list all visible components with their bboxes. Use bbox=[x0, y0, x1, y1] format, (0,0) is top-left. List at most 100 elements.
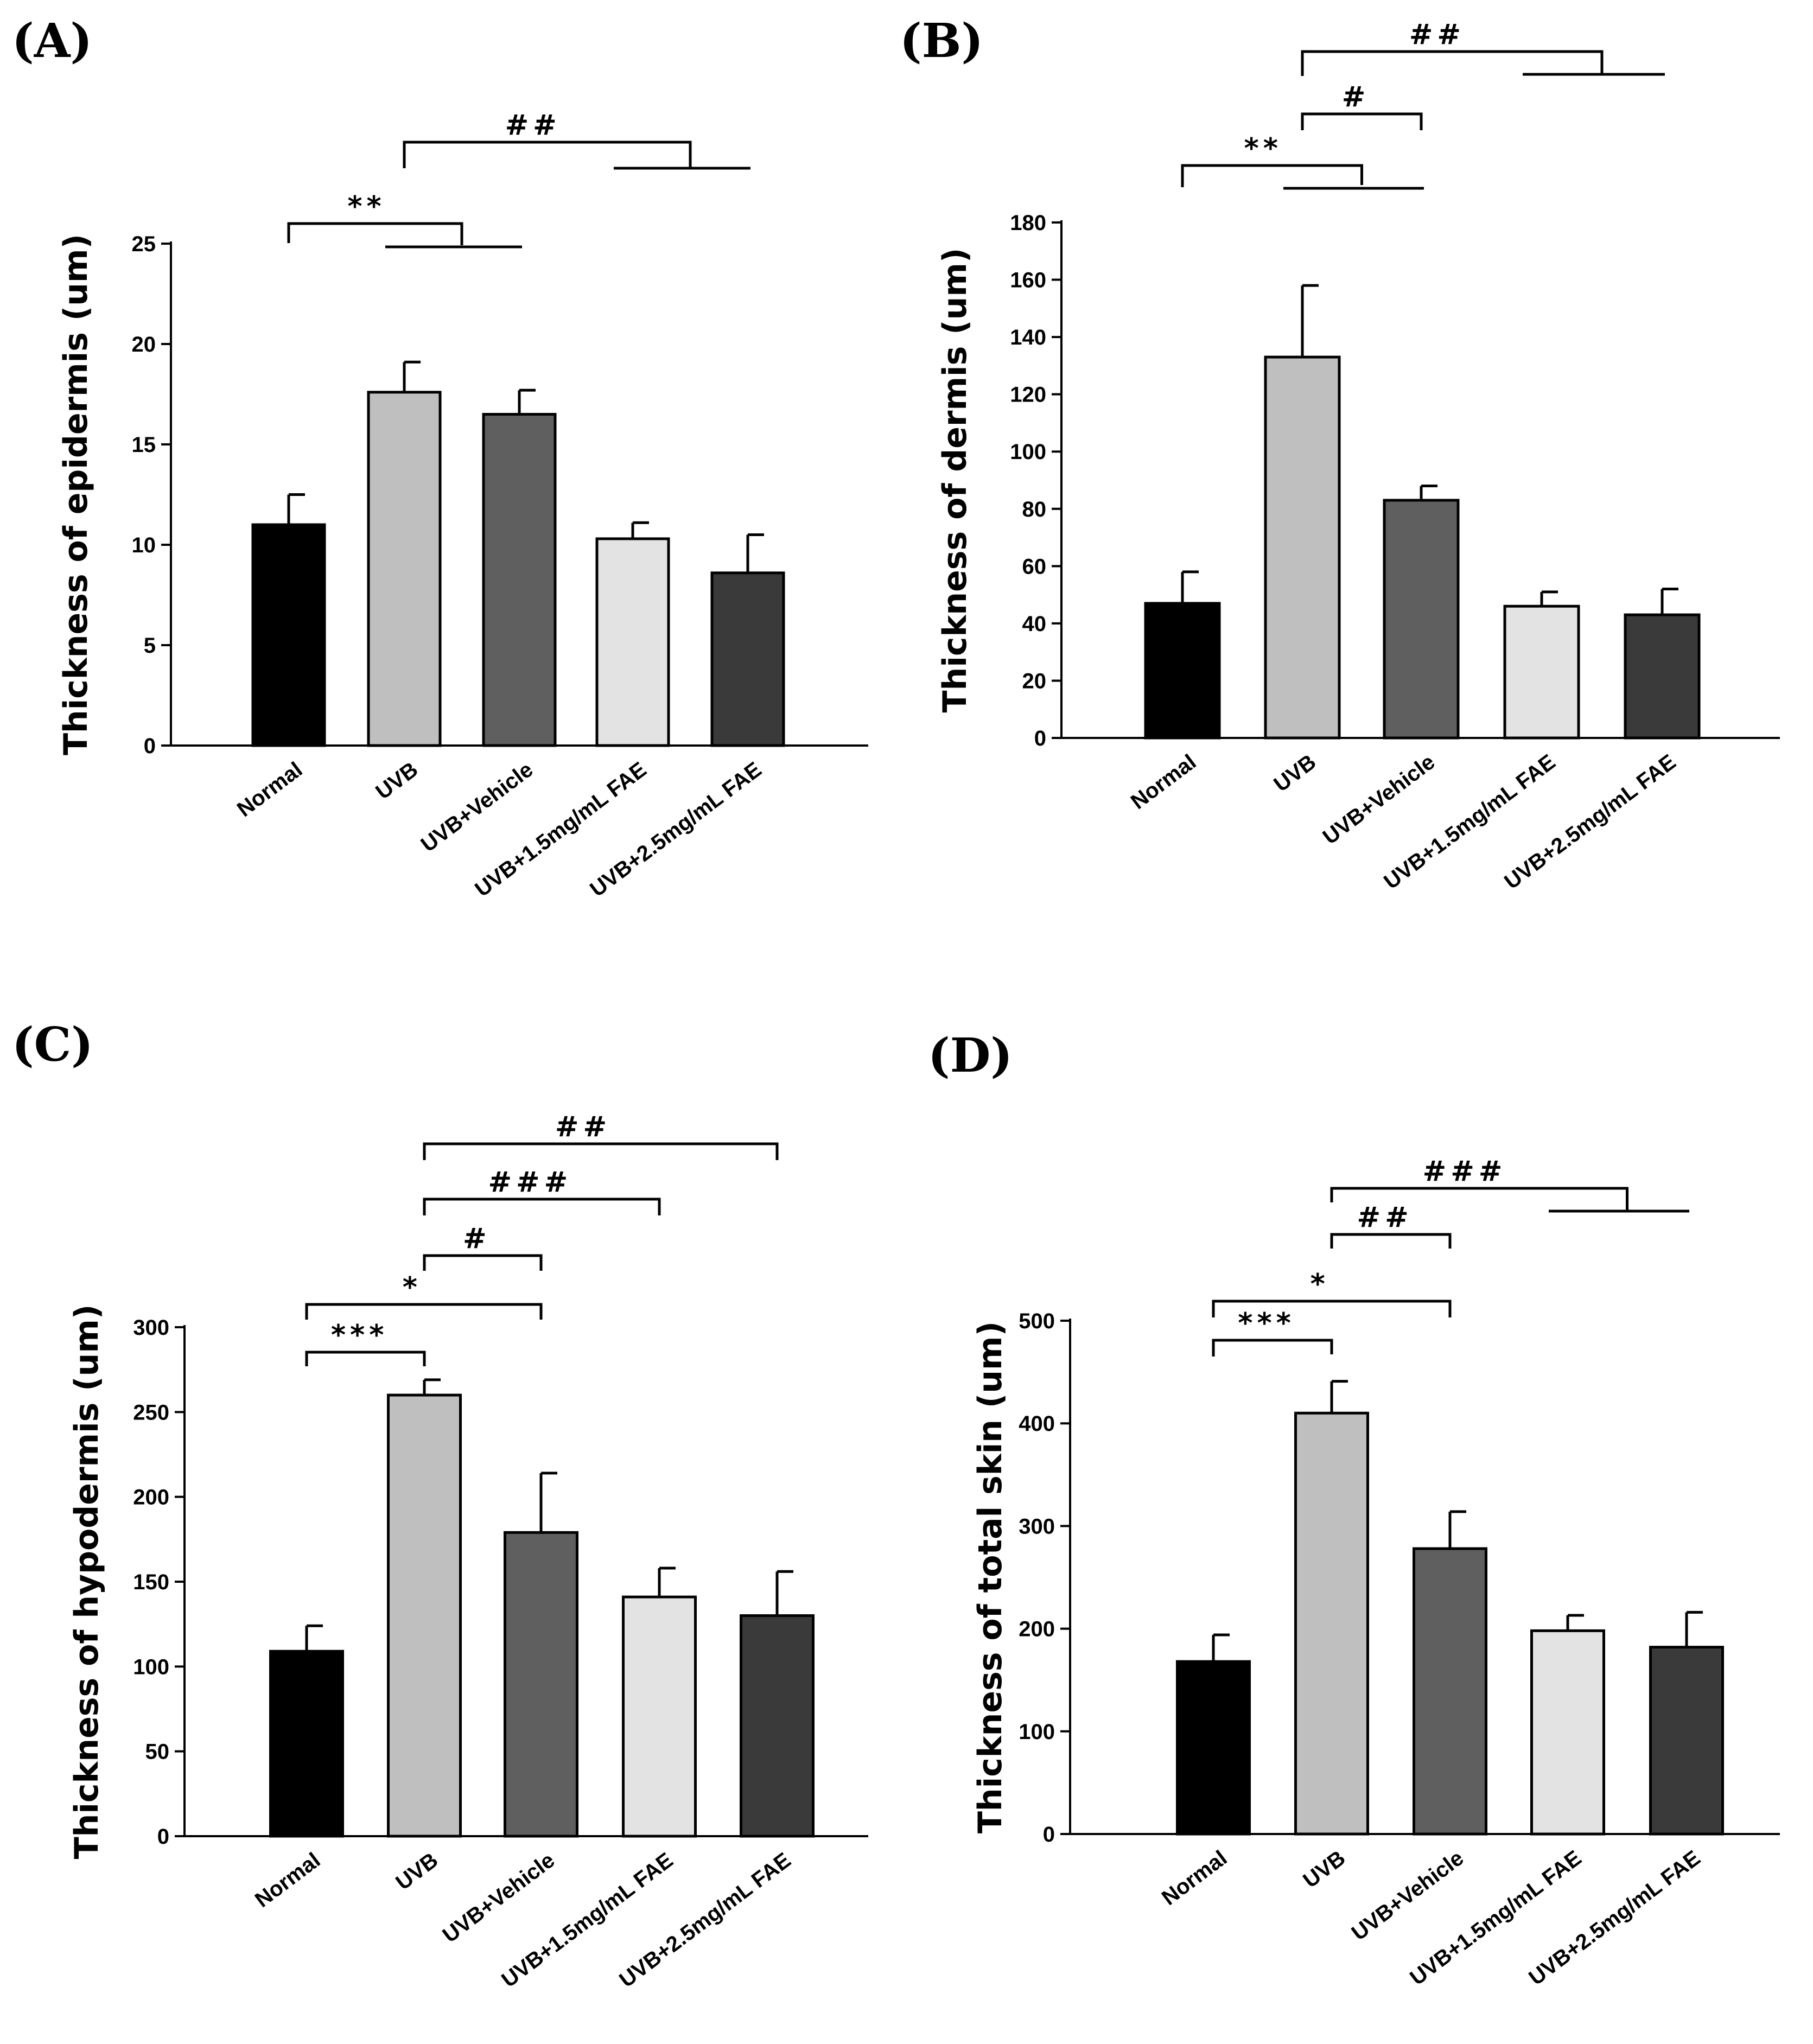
panel-a-y-axis-title: Thickness of epidermis (um) bbox=[57, 234, 95, 755]
panel-c-ytick-label: 150 bbox=[133, 1570, 169, 1594]
panel-c-significance-bracket: * bbox=[305, 1271, 543, 1320]
panel-d-bracket-line bbox=[1212, 1300, 1452, 1317]
panel-d-bracket-line bbox=[1330, 1233, 1452, 1249]
panel-c-bar-uvb-2-5mg-ml-fae bbox=[740, 1614, 815, 1838]
panel-d-ytick-label: 500 bbox=[1019, 1309, 1055, 1333]
panel-c-significance-bracket: # bbox=[423, 1222, 543, 1271]
panel-c-significance-label: ### bbox=[488, 1166, 572, 1199]
panel-c-significance-label: * bbox=[403, 1271, 422, 1304]
panel-a-ytick-label: 25 bbox=[132, 232, 156, 256]
panel-c-bar-uvb-vehicle bbox=[504, 1531, 578, 1838]
panel-b-bar-uvb bbox=[1264, 355, 1341, 740]
panel-c-significance-label: *** bbox=[331, 1319, 389, 1352]
panel-b-category-label: UVB+Vehicle bbox=[1319, 750, 1440, 849]
panel-b-bar-uvb-2-5mg-ml-fae bbox=[1624, 613, 1701, 740]
panel-c-significance-bracket: *** bbox=[305, 1319, 426, 1366]
panel-c-bar-normal bbox=[269, 1650, 344, 1838]
panel-d-significance-bracket: ### bbox=[1330, 1155, 1689, 1213]
panel-a-bar-uvb-2-5mg-ml-fae bbox=[710, 571, 785, 747]
panel-b-ytick-label: 20 bbox=[1022, 669, 1047, 693]
panel-b-category-label: Normal bbox=[1127, 750, 1201, 814]
panel-d-category-label: Normal bbox=[1157, 1846, 1232, 1910]
panel-c-chart: (C) 0 50 100 150 200 250 300 Thickness of hypode… bbox=[12, 1017, 868, 1992]
panel-b-ytick-label: 180 bbox=[1010, 211, 1046, 235]
panel-b-ytick-label: 0 bbox=[1034, 727, 1046, 750]
panel-c-category-label: UVB+Vehicle bbox=[438, 1848, 559, 1947]
panel-d-significance-label: ### bbox=[1423, 1155, 1507, 1188]
panel-d-ytick-label: 0 bbox=[1043, 1823, 1055, 1846]
panel-b-ytick-label: 120 bbox=[1010, 383, 1046, 407]
panel-b-ytick-label: 100 bbox=[1010, 440, 1046, 464]
panel-c-label: (C) bbox=[12, 1017, 93, 1072]
panel-d-significance-label: * bbox=[1311, 1268, 1329, 1301]
panel-a-category-label: Normal bbox=[233, 757, 307, 822]
panel-a-bar-uvb bbox=[367, 391, 442, 747]
panel-b-ytick-label: 60 bbox=[1022, 555, 1047, 578]
panel-d-y-axis-title: Thickness of total skin (um) bbox=[971, 1321, 1009, 1833]
panel-d-ytick-label: 200 bbox=[1019, 1618, 1055, 1641]
panel-a-ytick-label: 10 bbox=[132, 533, 156, 557]
panel-b-bracket-line bbox=[1301, 112, 1423, 130]
panel-d-significance-bracket: * bbox=[1212, 1268, 1452, 1317]
panel-c-significance-bracket: ## bbox=[423, 1111, 779, 1160]
panel-b-ytick-label: 40 bbox=[1022, 612, 1047, 636]
panel-c-ytick-label: 200 bbox=[133, 1486, 169, 1510]
panel-d-bracket-line bbox=[1330, 1187, 1628, 1212]
panel-c-bracket-line bbox=[423, 1198, 661, 1215]
panel-d-significance-label: ## bbox=[1357, 1201, 1413, 1234]
panel-d-ytick-label: 400 bbox=[1019, 1412, 1055, 1436]
panel-a-category-label: UVB bbox=[371, 757, 422, 804]
panel-d-category-label: UVB+Vehicle bbox=[1347, 1846, 1468, 1945]
panel-a-ytick-label: 20 bbox=[132, 333, 156, 356]
panel-b-ytick-label: 140 bbox=[1010, 326, 1046, 349]
panel-b-label: (B) bbox=[900, 14, 983, 68]
panel-b-significance-bracket: ## bbox=[1301, 18, 1665, 76]
panel-c-bracket-line bbox=[423, 1142, 779, 1160]
panel-d-ytick-label: 100 bbox=[1019, 1720, 1055, 1744]
panel-c-bracket-line bbox=[305, 1303, 543, 1320]
panel-b-bar-normal bbox=[1144, 602, 1221, 740]
panel-c-ytick-label: 250 bbox=[133, 1400, 169, 1424]
panel-d-bracket-line bbox=[1212, 1339, 1333, 1357]
panel-d-bar-uvb-2-5mg-ml-fae bbox=[1649, 1646, 1724, 1836]
panel-b-bracket-line bbox=[1301, 50, 1604, 76]
panel-b-significance-label: # bbox=[1342, 81, 1370, 113]
panel-d-ytick-label: 300 bbox=[1019, 1514, 1055, 1538]
panel-c-ytick-label: 0 bbox=[157, 1825, 169, 1849]
panel-a-bar-normal bbox=[251, 523, 326, 747]
panel-d-bar-uvb-1-5mg-ml-fae bbox=[1530, 1629, 1605, 1836]
panel-a-ytick-label: 0 bbox=[144, 734, 156, 758]
panel-c-bracket-line bbox=[423, 1254, 543, 1271]
panel-b-y-axis-title: Thickness of dermis (um) bbox=[936, 248, 974, 713]
panel-c-significance-label: # bbox=[463, 1222, 491, 1255]
panel-d-label: (D) bbox=[928, 1028, 1013, 1083]
panel-a-significance-bracket: ** bbox=[287, 190, 522, 249]
panel-a-category-label: UVB+Vehicle bbox=[417, 757, 538, 857]
panel-c-ytick-label: 100 bbox=[133, 1655, 169, 1679]
panel-a-label: (A) bbox=[12, 14, 92, 68]
panel-c-y-axis-title: Thickness of hypodermis (um) bbox=[68, 1304, 106, 1860]
panel-b-bar-uvb-vehicle bbox=[1383, 499, 1460, 740]
panel-b-bar-uvb-1-5mg-ml-fae bbox=[1503, 604, 1580, 740]
panel-a-bracket-line bbox=[403, 141, 692, 168]
panel-d-bar-normal bbox=[1176, 1660, 1251, 1836]
panel-a-ytick-label: 15 bbox=[132, 433, 156, 457]
panel-c-bar-uvb bbox=[387, 1393, 462, 1838]
panel-c-category-label: UVB bbox=[391, 1848, 442, 1895]
panel-a-bar-uvb-1-5mg-ml-fae bbox=[595, 537, 670, 747]
panel-d-category-label: UVB bbox=[1299, 1846, 1350, 1893]
panel-c-significance-label: ## bbox=[555, 1111, 611, 1143]
panel-a-significance-label: ## bbox=[505, 109, 561, 142]
panel-b-bracket-line bbox=[1181, 164, 1363, 187]
panel-c-significance-bracket: ### bbox=[423, 1166, 661, 1215]
panel-c-ytick-label: 300 bbox=[133, 1316, 169, 1340]
panel-a-bar-uvb-vehicle bbox=[482, 413, 557, 747]
panel-c-bracket-line bbox=[305, 1351, 426, 1366]
panel-b-ytick-label: 160 bbox=[1010, 269, 1046, 292]
panel-a-significance-label: ** bbox=[347, 190, 385, 223]
panel-b-ytick-label: 80 bbox=[1022, 498, 1047, 521]
panel-d-bar-uvb-vehicle bbox=[1413, 1547, 1487, 1836]
panel-b-significance-bracket: # bbox=[1301, 81, 1423, 130]
panel-a-ytick-label: 5 bbox=[144, 634, 156, 658]
